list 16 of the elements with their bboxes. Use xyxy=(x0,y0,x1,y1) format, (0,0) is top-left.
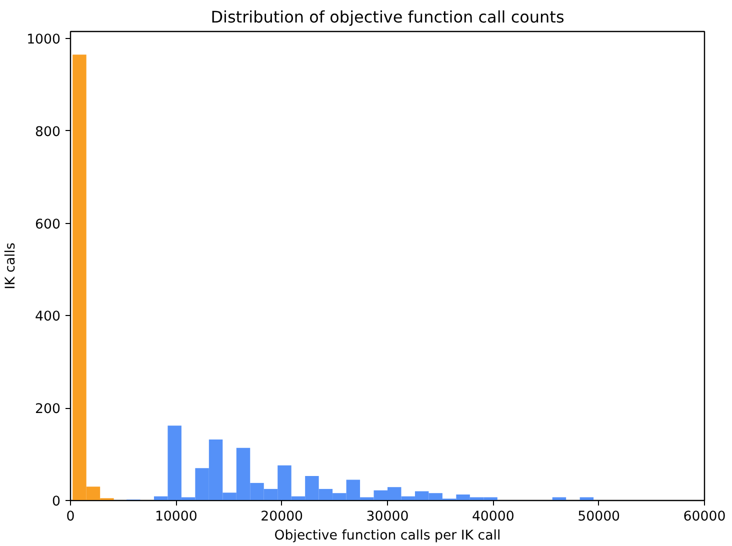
y-tick-label: 200 xyxy=(35,402,61,418)
x-tick-label: 50000 xyxy=(578,510,620,524)
y-axis-title: IK calls xyxy=(4,242,19,290)
y-tick-label: 400 xyxy=(35,310,61,325)
x-tick-label: 10000 xyxy=(154,510,198,524)
y-tick-label: 1000 xyxy=(26,32,61,48)
chart-title: Distribution of objective function call counts xyxy=(210,8,564,26)
y-tick-label: 0 xyxy=(52,494,61,510)
x-tick-label: 0 xyxy=(66,510,75,524)
x-tick-label: 30000 xyxy=(366,510,409,524)
y-tick-label: 800 xyxy=(35,124,61,140)
x-tick-label: 20000 xyxy=(260,510,304,524)
y-tick-label: 600 xyxy=(35,217,61,232)
x-tick-label: 40000 xyxy=(472,510,514,524)
x-tick-label: 60000 xyxy=(683,510,726,524)
x-axis-title: Objective function calls per IK call xyxy=(274,528,501,544)
